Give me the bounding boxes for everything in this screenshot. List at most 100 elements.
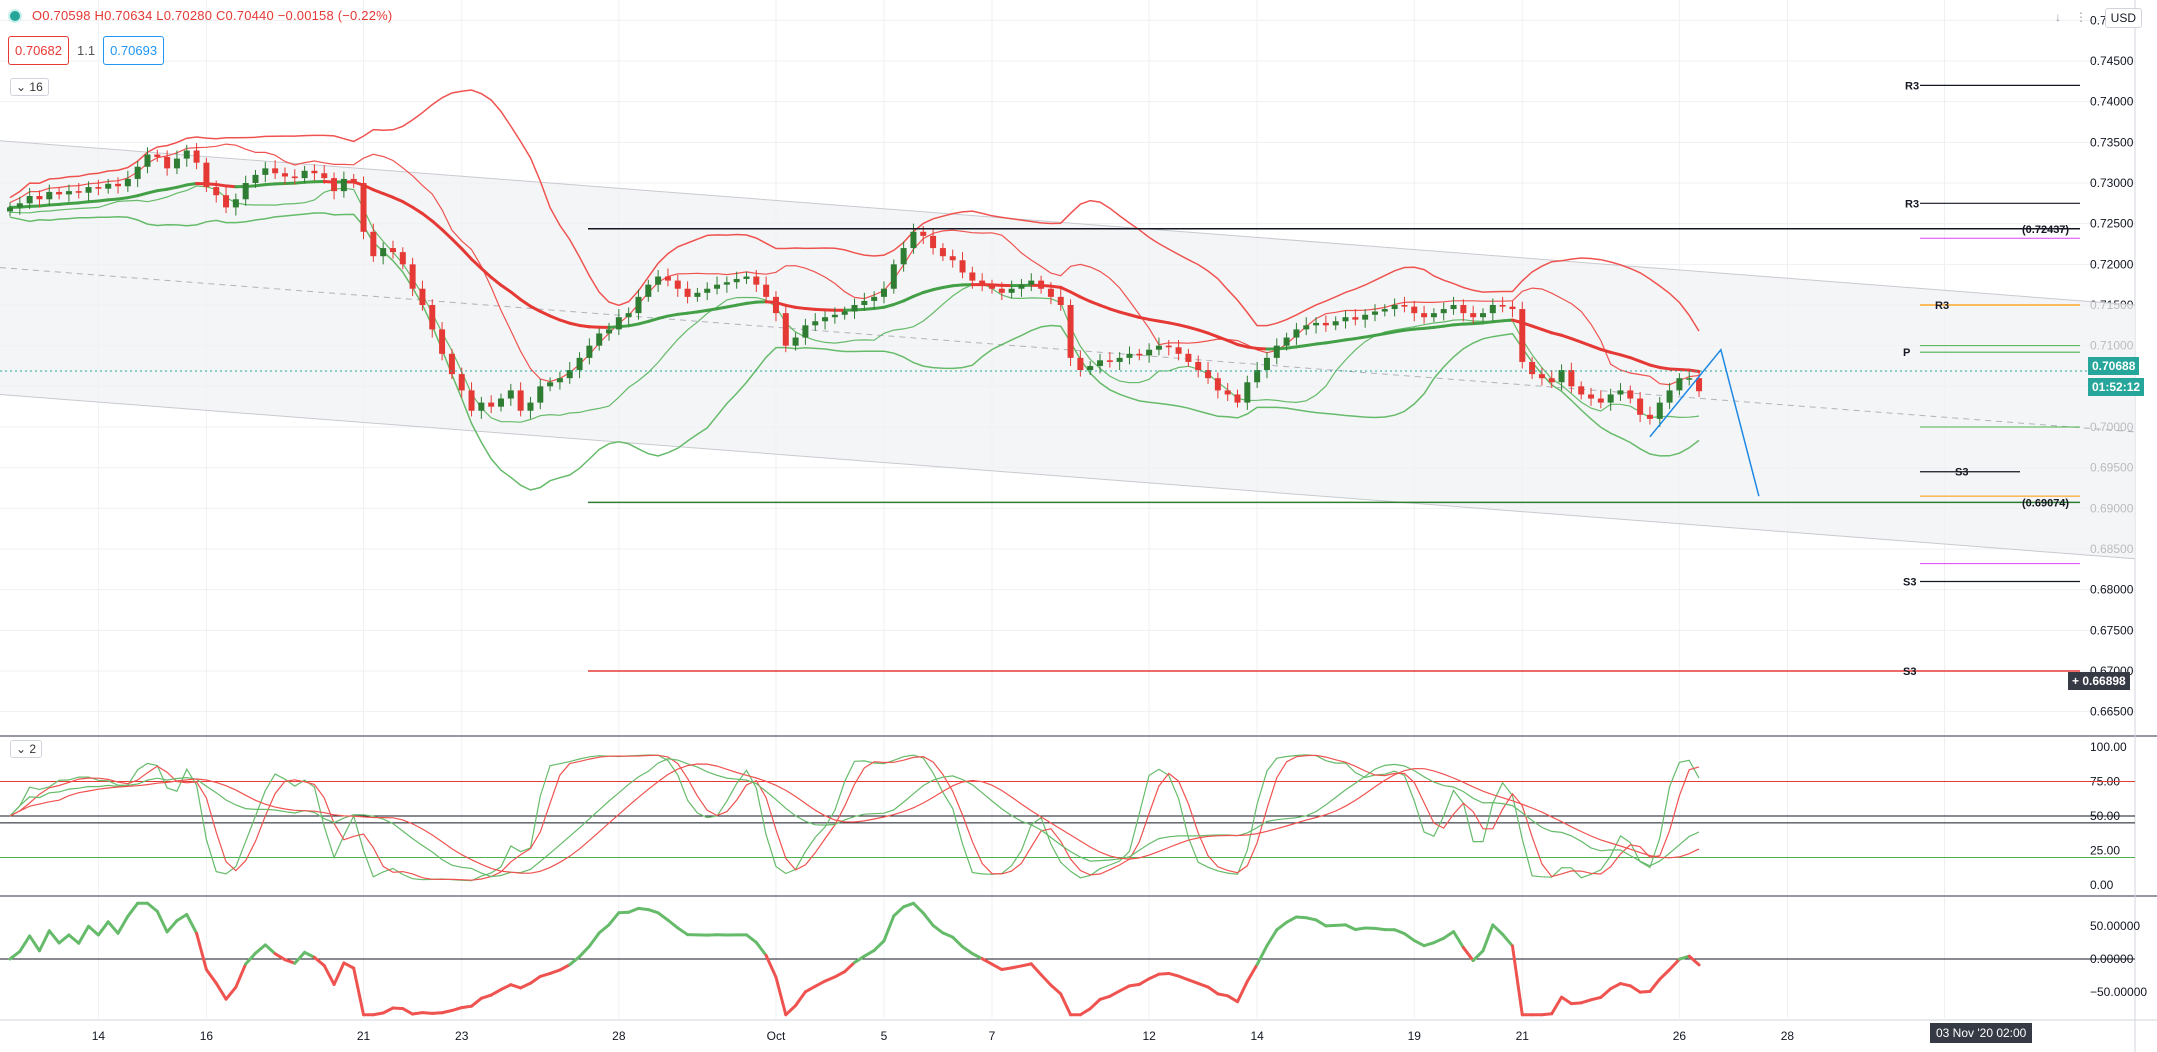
currency-selector[interactable]: USD	[2104, 8, 2142, 28]
ema-segment	[1137, 315, 1151, 321]
osc-segment	[195, 931, 208, 972]
candle-body	[1597, 398, 1604, 403]
candle-body	[1097, 360, 1104, 366]
osc-segment	[371, 1011, 385, 1017]
ema-segment	[391, 195, 405, 204]
channel-upper	[0, 140, 2136, 306]
candle-body	[203, 162, 210, 188]
candle-body	[1116, 357, 1123, 362]
ema-segment	[1569, 337, 1583, 344]
osc-segment	[1638, 989, 1652, 994]
ema-segment	[185, 181, 199, 187]
candle-body	[959, 260, 966, 273]
pane2-collapse-button[interactable]: ⌄ 2	[10, 740, 43, 758]
bid-ask-panel: 0.70682 1.1 0.70693	[8, 36, 165, 65]
ema-segment	[145, 189, 159, 195]
ema-segment	[96, 198, 110, 203]
osc-segment	[892, 905, 906, 918]
sell-button[interactable]: 0.70682	[8, 36, 69, 65]
more-icon[interactable]: ⋮	[2075, 10, 2087, 24]
candle-body	[498, 398, 504, 407]
ema-segment	[951, 283, 965, 288]
candle-body	[969, 272, 976, 281]
osc-segment	[401, 1007, 415, 1016]
osc-segment	[1059, 992, 1073, 1017]
stoch-slow-k	[9, 758, 1700, 878]
osc-segment	[1481, 923, 1495, 953]
candle-body	[1165, 345, 1172, 348]
ema-segment	[803, 307, 817, 311]
ema-segment	[430, 219, 444, 232]
osc-segment	[1255, 944, 1269, 967]
ema-segment	[57, 202, 71, 206]
osc-segment	[990, 962, 1004, 972]
buy-button[interactable]: 0.70693	[103, 36, 165, 65]
candle-body	[173, 158, 180, 169]
ema-segment	[1147, 317, 1161, 323]
osc-segment	[1452, 930, 1465, 950]
osc-segment	[656, 911, 670, 922]
osc-segment	[882, 914, 896, 943]
candle-body	[1646, 414, 1653, 419]
ema-segment	[568, 321, 582, 327]
indicators-collapse-button[interactable]: ⌄ 16	[10, 78, 49, 96]
arrow-down-icon[interactable]: ↓	[2055, 10, 2061, 24]
candle-body	[655, 276, 662, 285]
ema-segment	[1196, 328, 1210, 335]
candle-body	[1381, 309, 1388, 312]
ema-segment	[656, 314, 670, 321]
osc-segment	[676, 926, 690, 937]
osc-segment	[37, 929, 51, 953]
candle-body	[1538, 374, 1545, 379]
osc-segment	[175, 913, 189, 923]
ema-segment	[784, 303, 798, 309]
ema-segment	[1618, 353, 1632, 360]
ema-segment	[1501, 318, 1514, 323]
candle-body	[1313, 322, 1320, 326]
candle-body	[340, 178, 347, 192]
candle-body	[822, 317, 829, 322]
candle-body	[1342, 317, 1349, 322]
osc-segment	[1019, 962, 1033, 968]
ema-segment	[165, 185, 179, 191]
osc-segment	[391, 1006, 405, 1011]
osc-segment	[1314, 918, 1328, 928]
osc-segment	[116, 914, 130, 935]
ema-segment	[67, 201, 81, 206]
candle-body	[733, 278, 740, 283]
osc-segment	[931, 923, 945, 935]
candle-body	[360, 183, 367, 232]
ema-segment	[578, 323, 591, 329]
ema-segment	[214, 182, 228, 188]
x-tick-label: 19	[1408, 1029, 1422, 1043]
ema-segment	[460, 247, 474, 261]
osc-segment	[745, 933, 758, 944]
osc-segment	[1294, 915, 1308, 920]
y-tick-label: 0.72500	[2090, 217, 2134, 231]
osc-segment	[980, 957, 994, 966]
osc-segment	[970, 952, 984, 961]
candle-body	[704, 288, 711, 293]
pane2-count: 2	[29, 742, 37, 756]
osc-segment	[77, 924, 91, 945]
channel-lower	[0, 393, 2136, 560]
candle-body	[448, 353, 455, 375]
ema-segment	[813, 307, 827, 312]
candle-body	[1332, 321, 1339, 326]
ema-segment	[882, 303, 896, 309]
candle-body	[75, 191, 82, 193]
stoch-fast-d	[9, 754, 1700, 881]
ema-segment	[479, 266, 493, 279]
osc-segment	[636, 906, 650, 912]
ema-segment	[1599, 347, 1613, 354]
osc-segment	[823, 975, 837, 983]
candle-body	[1136, 353, 1143, 356]
candle-body	[861, 300, 868, 305]
ema-segment	[1069, 290, 1082, 299]
candle-body	[1480, 313, 1486, 318]
ema-segment	[1206, 331, 1220, 339]
candle-body	[1617, 390, 1624, 395]
osc-segment	[420, 1011, 434, 1015]
ema-segment	[1491, 319, 1505, 324]
